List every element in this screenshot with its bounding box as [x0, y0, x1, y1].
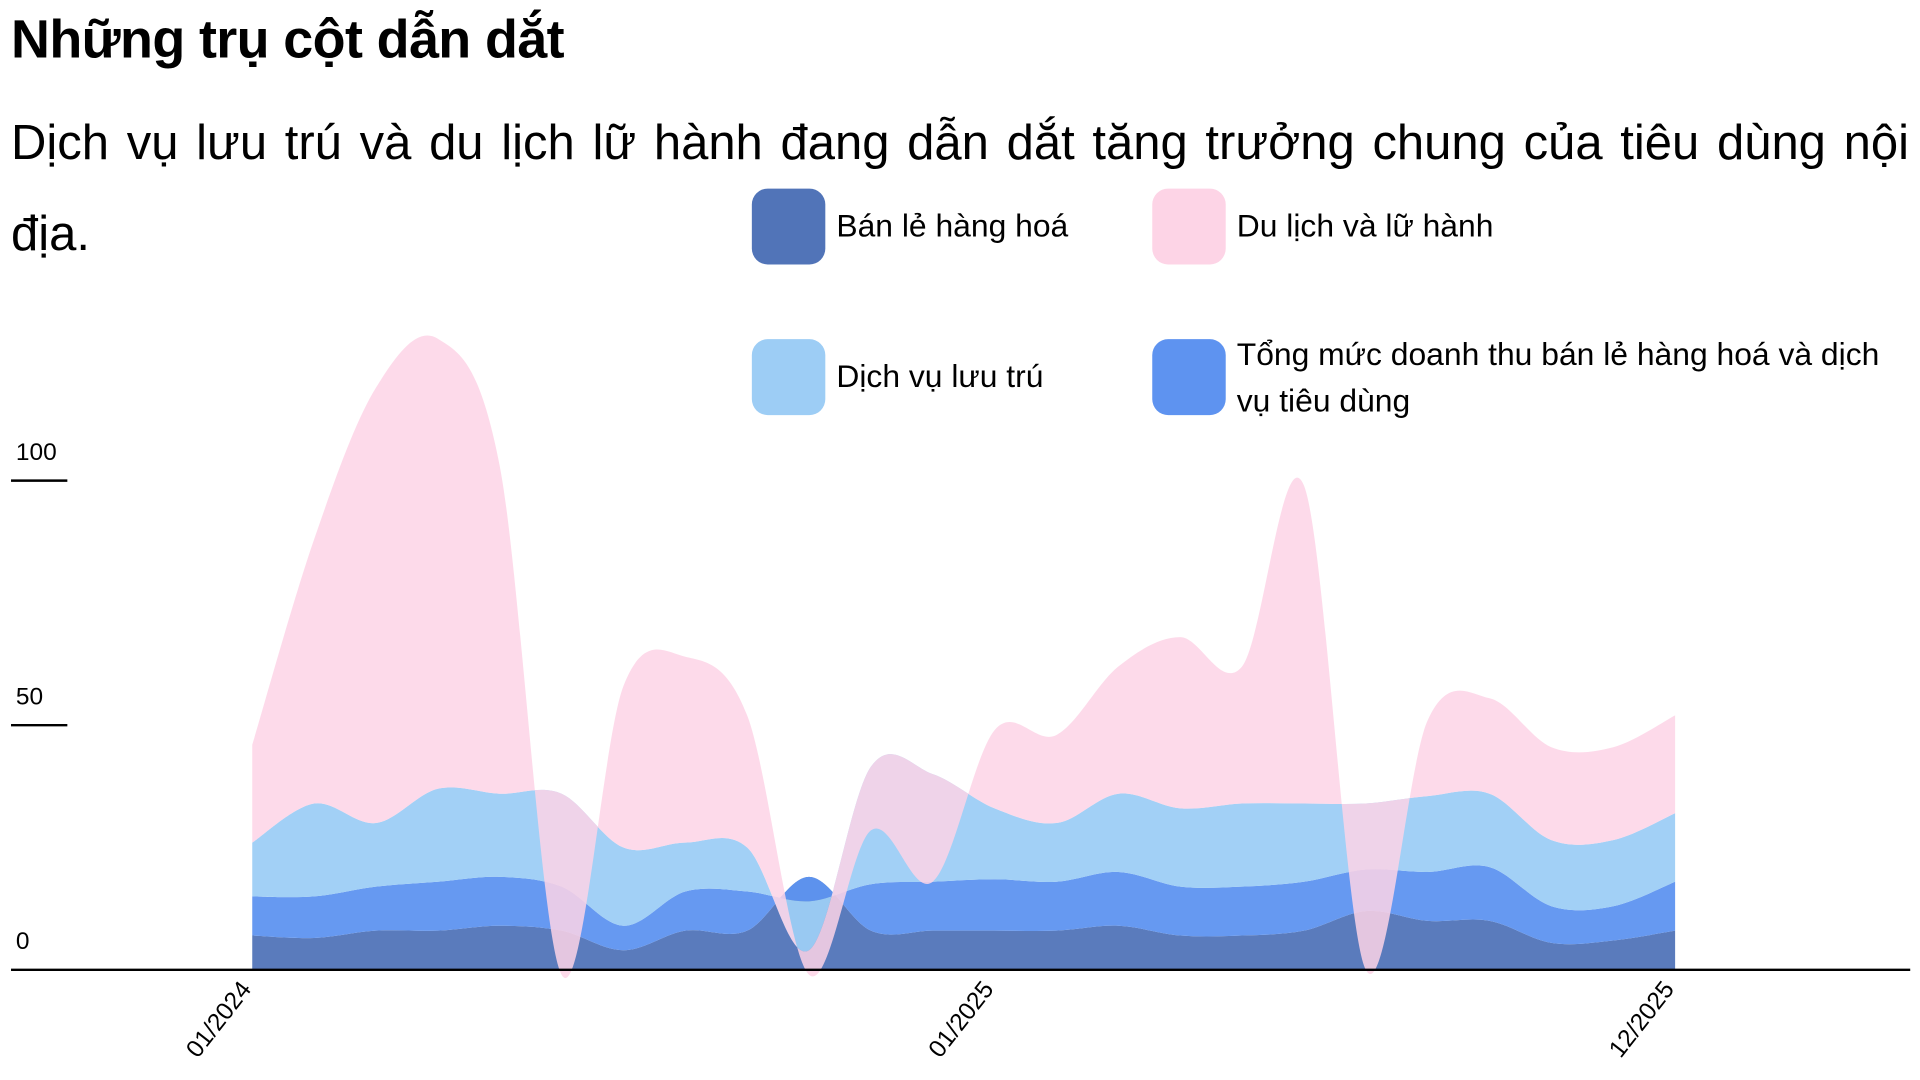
area-series-1: [252, 876, 1676, 970]
chart-title: Những trụ cột dẫn dắt: [11, 9, 565, 70]
legend-item-tong-muc[interactable]: Tổng mức doanh thu bán lẻ hàng hoá và dị…: [1152, 331, 1898, 424]
area-series-4: [252, 335, 1676, 979]
legend-label: Du lịch và lữ hành: [1236, 206, 1494, 244]
legend-item-du-lich[interactable]: Du lịch và lữ hành: [1152, 188, 1898, 265]
legend-swatch: [751, 188, 826, 265]
legend-item-luu-tru[interactable]: Dịch vụ lưu trú: [751, 339, 1498, 416]
legend-label: Dịch vụ lưu trú: [836, 357, 1044, 395]
legend-swatch: [1152, 339, 1226, 416]
x-tick-label: 12/2025: [1604, 976, 1680, 1062]
legend-swatch: [1152, 188, 1226, 265]
y-tick-label: 0: [16, 928, 30, 955]
y-tick-label: 100: [16, 439, 57, 466]
area-series-2: [252, 865, 1676, 951]
legend-item-ban-le[interactable]: Bán lẻ hàng hoá: [751, 188, 1498, 265]
x-tick-label: 01/2025: [924, 976, 1000, 1062]
legend-label: Bán lẻ hàng hoá: [836, 206, 1069, 244]
x-tick-label: 01/2024: [181, 976, 257, 1062]
area-series-3: [252, 754, 1676, 952]
y-tick-label: 50: [16, 683, 43, 710]
legend-label: Tổng mức doanh thu bán lẻ hàng hoá và dị…: [1236, 335, 1880, 419]
chart-subtitle: Dịch vụ lưu trú và du lịch lữ hành đang …: [11, 116, 1909, 261]
legend-swatch: [751, 339, 826, 416]
